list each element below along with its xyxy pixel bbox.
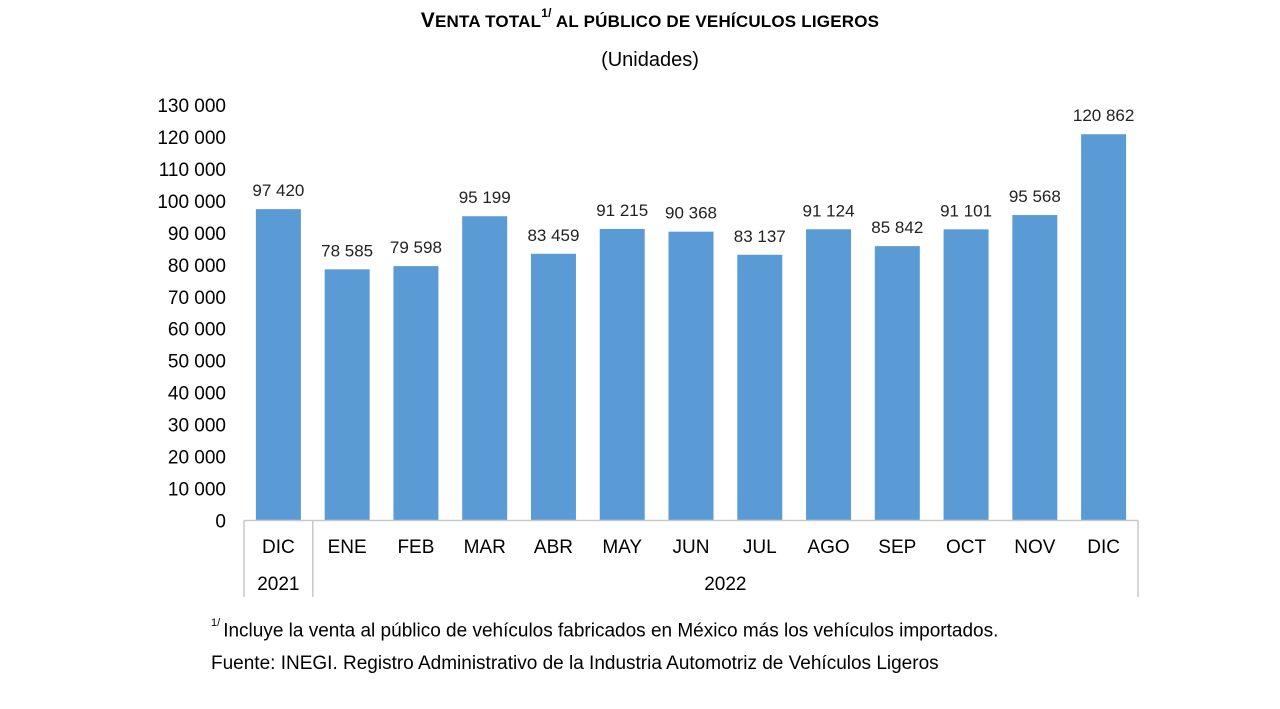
y-tick-label: 60 000 [168, 320, 226, 341]
data-label: 95 568 [1009, 187, 1061, 206]
data-label: 91 101 [940, 201, 992, 220]
x-tick-label: DIC [1087, 537, 1120, 558]
x-tick-label: OCT [946, 537, 987, 558]
data-label: 83 459 [527, 226, 579, 245]
bar [1012, 215, 1058, 521]
x-tick-label: JUN [673, 537, 710, 558]
data-label: 90 368 [665, 204, 717, 223]
footnote-text: Incluye la venta al público de vehículos… [223, 620, 999, 642]
x-tick-label: MAY [602, 537, 642, 558]
footnote-marker: 1/ [211, 617, 221, 629]
x-tick-label: AGO [807, 537, 849, 558]
bar [324, 269, 370, 521]
y-tick-label: 10 000 [168, 480, 226, 501]
y-tick-label: 70 000 [168, 288, 226, 309]
year-group-label: 2022 [704, 574, 746, 595]
y-tick-label: 120 000 [157, 128, 226, 149]
bar [462, 216, 508, 521]
bar-chart: 0 10 000 20 000 30 000 40 000 50 000 60 000 70 … [157, 96, 1139, 597]
year-group-label: 2021 [257, 574, 299, 595]
bar [737, 254, 783, 521]
bar [943, 229, 989, 521]
bar [874, 246, 920, 521]
bar [1081, 134, 1127, 521]
data-label: 95 199 [459, 188, 511, 207]
y-tick-label: 20 000 [168, 448, 226, 469]
y-tick-label: 40 000 [168, 384, 226, 405]
data-label: 91 124 [803, 201, 855, 220]
bar [393, 266, 439, 521]
chart-title-rest: AL PÚBLICO DE VEHÍCULOS LIGEROS [551, 12, 880, 31]
data-label: 97 420 [252, 181, 304, 200]
chart-title-part: ENTA TOTAL [435, 12, 542, 31]
x-tick-label: DIC [262, 537, 295, 558]
bar [668, 231, 714, 521]
bar [530, 253, 576, 521]
x-tick-label: ABR [534, 537, 573, 558]
footnote: 1/Incluye la venta al público de vehícul… [211, 617, 999, 642]
x-tick-label: ENE [328, 537, 367, 558]
x-tick-label: SEP [878, 537, 916, 558]
y-tick-label: 50 000 [168, 352, 226, 373]
y-tick-label: 90 000 [168, 224, 226, 245]
chart-title-footnote-marker: 1/ [541, 6, 552, 20]
source-note: Fuente: INEGI. Registro Administrativo d… [211, 653, 939, 674]
bar [255, 209, 301, 521]
data-label: 120 862 [1073, 106, 1134, 125]
bar [806, 229, 852, 521]
chart-title-initial: V [420, 9, 436, 32]
chart-subtitle: (Unidades) [601, 49, 699, 71]
data-label: 79 598 [390, 238, 442, 257]
data-label: 78 585 [321, 241, 373, 260]
x-tick-label: FEB [397, 537, 434, 558]
y-tick-label: 130 000 [157, 96, 226, 117]
data-label: 83 137 [734, 227, 786, 246]
y-tick-label: 110 000 [159, 160, 226, 181]
y-tick-label: 30 000 [168, 416, 226, 437]
y-tick-label: 80 000 [168, 256, 226, 277]
chart-title: VENTA TOTAL1/ AL PÚBLICO DE VEHÍCULOS LI… [0, 6, 1280, 33]
y-tick-label: 0 [215, 512, 226, 533]
data-label: 91 215 [596, 201, 648, 220]
y-tick-label: 100 000 [157, 192, 226, 213]
x-tick-label: NOV [1014, 537, 1056, 558]
x-tick-label: MAR [464, 537, 506, 558]
data-label: 85 842 [871, 218, 923, 237]
x-tick-label: JUL [743, 537, 777, 558]
bar [599, 228, 645, 521]
